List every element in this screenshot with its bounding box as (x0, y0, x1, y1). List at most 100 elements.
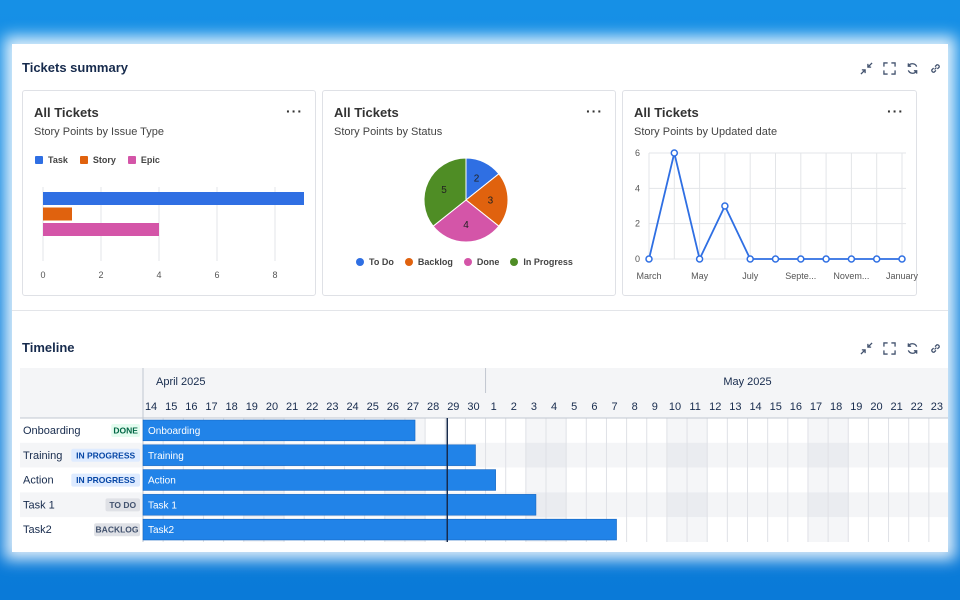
legend-dot (356, 258, 364, 266)
timeline-bar (142, 444, 476, 466)
x-tick-label: May (691, 271, 709, 281)
status-badge-text: BACKLOG (96, 525, 139, 535)
timeline-header-bg (20, 368, 948, 418)
section-divider (12, 310, 948, 311)
collapse-icon[interactable] (859, 61, 873, 75)
pie-slice-label: 4 (463, 220, 469, 231)
line-point (670, 149, 679, 157)
legend-item-todo[interactable]: To Do (356, 257, 394, 267)
legend-item-story[interactable]: Story (79, 155, 116, 165)
line-point (746, 255, 754, 263)
timeline-corner (20, 368, 143, 418)
legend-dot (510, 258, 519, 266)
status-badge-text: IN PROGRESS (76, 475, 135, 485)
day-label: 7 (611, 401, 617, 413)
month-label: April 2025 (156, 376, 206, 388)
legend-label: In Progress (523, 257, 573, 267)
row-name: Action (23, 475, 54, 487)
day-label: 3 (531, 401, 537, 413)
day-label: 25 (367, 401, 379, 413)
summary-title: Tickets summary (22, 60, 128, 75)
x-tick-label: 4 (156, 270, 161, 280)
day-label: 17 (810, 401, 822, 413)
card-subtitle: Story Points by Status (334, 126, 443, 138)
legend-dot (404, 258, 413, 266)
day-label: 5 (571, 401, 577, 413)
link-icon[interactable] (928, 61, 942, 75)
line-point (771, 255, 780, 263)
day-label: 19 (246, 401, 258, 413)
day-label: 20 (266, 401, 278, 413)
day-label: 29 (447, 401, 459, 413)
bar-epic (43, 223, 159, 236)
timeline-gantt: April 2025 May 2025 14 15 16 17 18 19 20 21 22 23 24… (20, 368, 948, 552)
x-tick-label: Novem... (833, 271, 869, 281)
status-badge-text: IN PROGRESS (76, 450, 135, 460)
legend-label: Task (48, 155, 68, 165)
x-tick-label: 0 (40, 270, 45, 280)
day-label: 18 (830, 401, 842, 413)
legend-item-task[interactable]: Task (35, 155, 68, 165)
card-issue-type: All Tickets Story Points by Issue Type ·… (22, 90, 316, 296)
legend-label: Epic (140, 155, 160, 165)
x-tick-label: Septe... (785, 271, 816, 281)
refresh-icon[interactable] (905, 61, 919, 75)
legend-swatch (35, 156, 43, 164)
weekend-shade (687, 418, 708, 542)
pie-chart: 23 4 5 (423, 157, 509, 243)
timeline-bar (142, 494, 537, 516)
x-tick-label: 2 (98, 270, 103, 280)
day-label: 17 (205, 401, 217, 413)
day-label: 8 (632, 401, 638, 413)
card-more-menu-icon[interactable]: ··· (286, 103, 303, 119)
timeline-bar-label: Training (148, 451, 184, 462)
month-label: May 2025 (723, 376, 771, 388)
card-more-menu-icon[interactable]: ··· (586, 103, 603, 119)
line-point (721, 202, 729, 210)
timeline-bar-label: Task2 (148, 525, 175, 536)
y-tick-label: 2 (635, 219, 640, 229)
weekend-shade (807, 418, 829, 542)
card-more-menu-icon[interactable]: ··· (887, 103, 904, 119)
fullscreen-icon[interactable] (882, 341, 896, 355)
collapse-icon[interactable] (859, 341, 873, 355)
day-label: 21 (286, 401, 298, 413)
legend-label: Backlog (417, 257, 453, 267)
day-label: 24 (346, 401, 358, 413)
day-label: 16 (790, 401, 802, 413)
card-title: All Tickets (34, 105, 99, 120)
bar-legend: Task Story Epic (35, 155, 160, 165)
legend-item-in-progress[interactable]: In Progress (510, 257, 573, 267)
day-label: 15 (165, 401, 177, 413)
link-icon[interactable] (928, 341, 942, 355)
legend-item-done[interactable]: Done (463, 257, 499, 267)
day-label: 23 (931, 401, 943, 413)
fullscreen-icon[interactable] (882, 61, 896, 75)
line-point (797, 255, 805, 263)
timeline-bar (142, 419, 416, 442)
line-point (695, 255, 704, 263)
x-tick-label: March (636, 271, 661, 281)
legend-item-epic[interactable]: Epic (127, 155, 160, 165)
timeline-bar (142, 518, 617, 541)
legend-item-backlog[interactable]: Backlog (404, 257, 453, 267)
day-label: 14 (145, 401, 157, 413)
pie-slice-label: 3 (488, 196, 494, 207)
row-name: Task2 (23, 524, 52, 536)
day-label: 14 (749, 401, 761, 413)
timeline-bar-label: Onboarding (148, 426, 200, 437)
legend-swatch (127, 156, 136, 164)
dashboard-frame: Tickets summary All Tickets Story Points… (12, 44, 948, 552)
day-label: 9 (652, 401, 658, 413)
pie-slice-done (432, 199, 500, 243)
y-tick-label: 6 (635, 148, 640, 158)
pie-slice-label: 2 (474, 174, 480, 185)
card-subtitle: Story Points by Issue Type (34, 126, 165, 138)
status-badge (71, 448, 140, 462)
day-label: 12 (709, 401, 721, 413)
line-point (847, 255, 856, 263)
timeline-bar-label: Action (148, 476, 176, 487)
refresh-icon[interactable] (905, 341, 919, 355)
card-updated-date: All Tickets Story Points by Updated date… (622, 90, 918, 296)
pie-slice-label: 5 (441, 185, 447, 196)
